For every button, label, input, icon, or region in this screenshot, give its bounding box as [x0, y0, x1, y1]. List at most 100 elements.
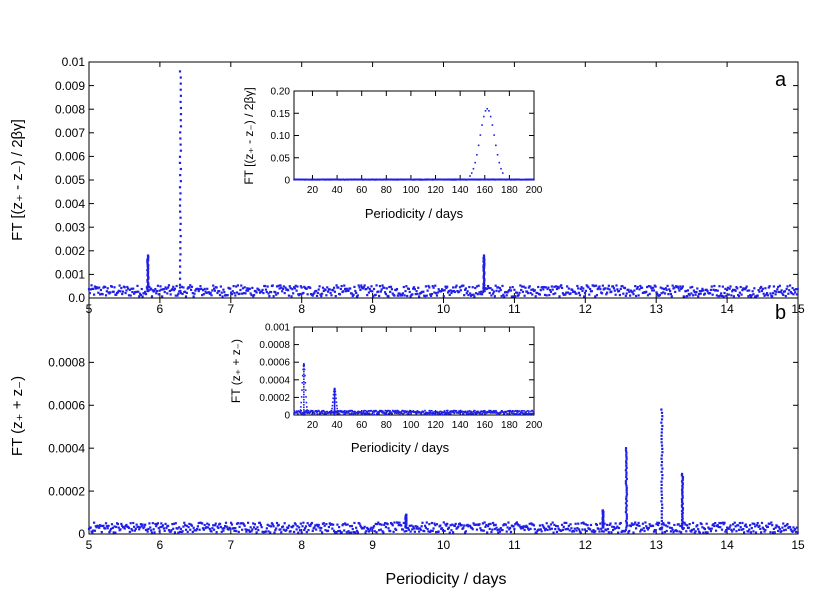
data-point: [474, 286, 477, 290]
data-point: [625, 504, 628, 507]
data-point: [155, 525, 158, 528]
data-point: [376, 412, 378, 415]
data-point: [303, 373, 305, 375]
data-point: [507, 521, 510, 524]
data-point: [235, 285, 238, 288]
data-point: [332, 289, 335, 292]
data-point: [745, 525, 748, 529]
data-point: [271, 284, 274, 287]
data-point: [665, 529, 668, 533]
data-point: [440, 290, 443, 293]
data-point: [364, 531, 367, 534]
data-point: [305, 530, 308, 534]
data-point: [461, 527, 464, 530]
data-point: [124, 524, 127, 528]
data-point: [392, 530, 395, 533]
data-point: [480, 411, 482, 413]
data-point: [335, 531, 338, 534]
data-point: [189, 523, 193, 526]
data-point: [696, 524, 699, 527]
data-point: [371, 529, 374, 532]
data-point: [518, 524, 521, 527]
data-point: [540, 530, 543, 533]
data-point: [387, 409, 390, 412]
data-point: [146, 254, 150, 257]
data-point: [458, 522, 462, 525]
data-point: [680, 286, 684, 290]
data-point: [300, 396, 303, 398]
data-point: [757, 288, 760, 292]
data-point: [313, 291, 316, 294]
data-point: [353, 521, 356, 525]
data-point: [300, 286, 303, 289]
data-point: [681, 490, 684, 493]
data-point: [720, 528, 724, 531]
data-point: [256, 526, 259, 529]
data-point: [661, 503, 664, 506]
data-point: [272, 295, 275, 298]
data-point: [432, 527, 435, 530]
data-point: [325, 294, 328, 297]
data-point: [213, 289, 217, 292]
data-point: [371, 412, 374, 415]
data-point: [576, 284, 579, 288]
data-point: [625, 497, 628, 500]
data-point: [287, 294, 291, 297]
data-point: [711, 293, 714, 296]
data-point: [332, 411, 335, 413]
data-point: [252, 295, 255, 298]
x-tick-label: 14: [720, 302, 734, 316]
data-point: [178, 286, 182, 289]
data-point: [637, 294, 640, 297]
data-point: [546, 528, 549, 532]
data-point: [354, 289, 357, 293]
data-point: [601, 284, 604, 287]
data-point: [557, 287, 560, 290]
data-point: [440, 288, 444, 291]
data-point: [737, 294, 741, 298]
data-point: [367, 412, 369, 415]
data-point: [430, 409, 432, 412]
data-point: [281, 525, 285, 528]
data-point: [697, 295, 700, 298]
data-point: [450, 411, 453, 413]
data-point: [349, 525, 352, 528]
data-point: [567, 524, 570, 527]
data-point: [385, 412, 387, 415]
data-point: [594, 530, 597, 533]
data-point: [430, 412, 433, 414]
data-point: [151, 522, 154, 525]
data-point: [179, 241, 182, 244]
data-point: [462, 284, 465, 287]
data-point: [242, 523, 245, 526]
data-point: [463, 531, 467, 534]
data-point: [374, 293, 377, 296]
data-point: [407, 528, 411, 531]
data-point: [518, 413, 520, 415]
data-point: [505, 411, 507, 414]
data-point: [527, 412, 530, 414]
data-point: [154, 287, 157, 291]
data-point: [266, 285, 269, 288]
data-point: [345, 287, 348, 290]
data-point: [304, 374, 306, 377]
data-point: [283, 522, 286, 525]
data-point: [474, 409, 476, 412]
data-point: [358, 411, 361, 414]
data-point: [492, 412, 494, 414]
data-point: [790, 292, 793, 295]
data-point: [647, 285, 650, 288]
data-point: [357, 284, 360, 287]
data-point: [555, 287, 559, 291]
data-point: [373, 411, 376, 413]
data-point: [566, 291, 570, 294]
data-point: [138, 295, 141, 298]
data-point: [366, 293, 369, 297]
x-tick-label: 7: [227, 538, 234, 552]
data-point: [660, 487, 663, 490]
data-point: [589, 287, 592, 291]
data-point: [358, 522, 361, 525]
data-point: [554, 285, 558, 288]
data-point: [375, 284, 378, 287]
data-point: [755, 524, 758, 527]
